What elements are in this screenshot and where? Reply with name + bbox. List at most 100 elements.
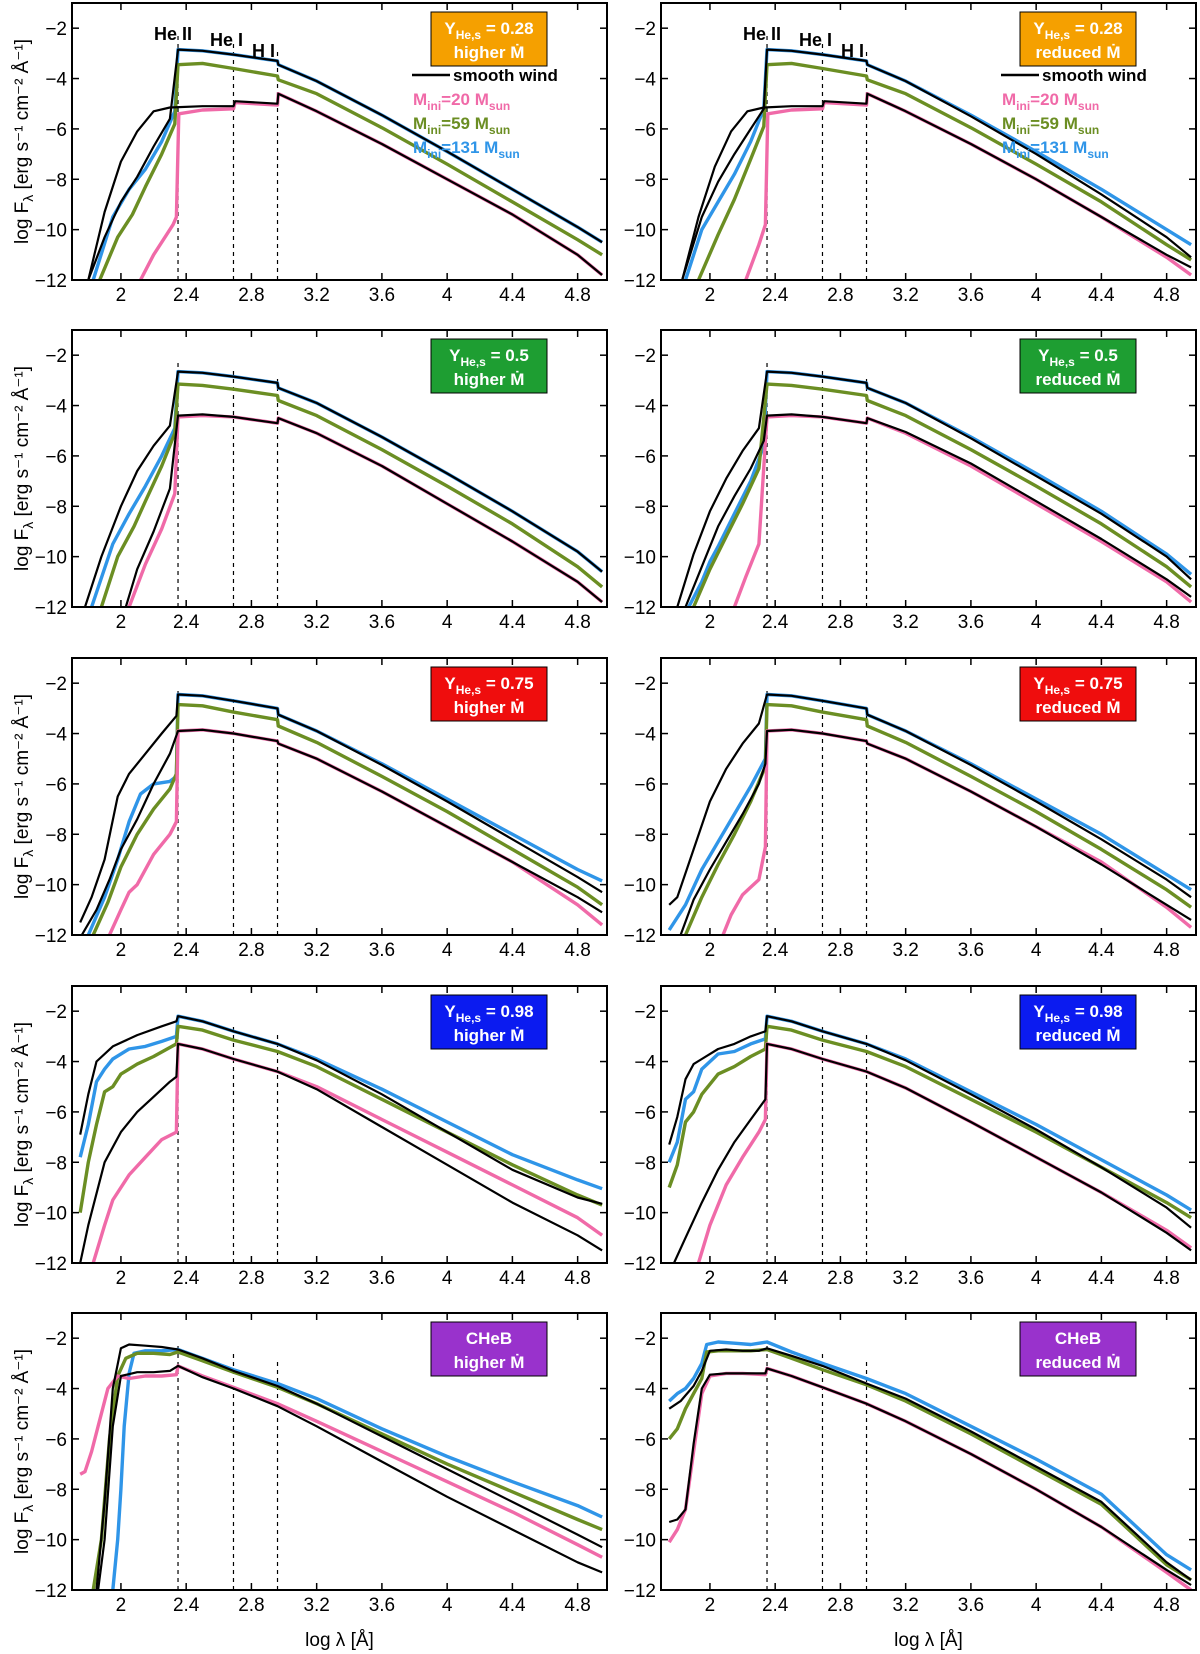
panel-tag-line2: reduced Ṁ xyxy=(1035,698,1120,717)
y-tick-label: −8 xyxy=(45,1480,67,1501)
panel-r1-c2: 2 2.4 2.8 3.2 3.6 4 4.4 4.8 −2 −4 −6 −8 −10 −12 YHe,s … xyxy=(624,2,1197,306)
series-line xyxy=(99,382,604,607)
x-tick-label: 2.4 xyxy=(173,1268,200,1289)
panel-tag-line1: YHe,s = 0.28 xyxy=(444,19,533,42)
x-tick-label: 3.2 xyxy=(892,612,918,633)
panel-tag-box xyxy=(1019,338,1137,394)
x-tick-label: 2.8 xyxy=(238,1595,264,1616)
legend-sub: sun xyxy=(1078,99,1099,113)
x-tick-label: 4.8 xyxy=(564,1595,590,1616)
series-line-smooth-wind xyxy=(79,693,603,923)
tag-value: = 0.98 xyxy=(1070,1002,1122,1021)
panel-tag-line2: reduced Ṁ xyxy=(1035,43,1120,62)
ylabel-main: log F xyxy=(12,1185,33,1227)
y-tick-label: −6 xyxy=(634,120,656,141)
series-line xyxy=(744,92,1193,280)
series-line xyxy=(89,369,604,607)
legend-base: M xyxy=(413,138,427,157)
x-tick-label: 4.4 xyxy=(499,1595,526,1616)
y-tick-label: −4 xyxy=(634,70,656,91)
y-tick-label: −6 xyxy=(45,120,67,141)
x-tick-label: 2 xyxy=(705,1268,716,1289)
tag-value: = 0.98 xyxy=(481,1002,533,1021)
y-tick-label: −12 xyxy=(35,1254,67,1275)
panel-tag-line2: reduced Ṁ xyxy=(1035,1353,1120,1372)
tag-value: = 0.75 xyxy=(481,674,533,693)
y-tick-label: −2 xyxy=(634,346,656,367)
series-line-smooth-wind xyxy=(681,48,1192,280)
y-tick-label: −2 xyxy=(45,1002,67,1023)
tag-label: Y xyxy=(444,674,456,693)
panel-tag-box xyxy=(430,338,548,394)
series-line-smooth-wind xyxy=(668,1015,1192,1229)
x-tick-label: 3.2 xyxy=(892,1268,918,1289)
series-line xyxy=(696,61,1192,280)
panel-tag-line1: CHeB xyxy=(466,1329,512,1348)
y-tick-label: −4 xyxy=(45,725,67,746)
y-tick-label: −12 xyxy=(624,1254,656,1275)
series-line xyxy=(721,728,1193,935)
x-tick-label: 4 xyxy=(1031,940,1042,961)
edge-label: H I xyxy=(252,41,275,61)
x-tick-label: 2 xyxy=(705,940,716,961)
x-tick-label: 2.8 xyxy=(238,1268,264,1289)
series-line-smooth-wind xyxy=(79,1015,603,1205)
y-tick-label: −4 xyxy=(634,397,656,418)
panel-tag-line1: YHe,s = 0.75 xyxy=(444,674,533,697)
legend-item: Mini=59 Msun xyxy=(413,114,510,137)
legend-sub: sun xyxy=(1087,147,1108,161)
panel-tag-box xyxy=(430,666,548,722)
x-tick-label: 4.4 xyxy=(499,1268,526,1289)
panel-tag-line1: YHe,s = 0.98 xyxy=(444,1002,533,1025)
x-tick-label: 2.8 xyxy=(827,940,853,961)
legend-item: Mini=131 Msun xyxy=(413,138,520,161)
y-tick-label: −8 xyxy=(45,1153,67,1174)
legend-base: M xyxy=(1002,90,1016,109)
y-tick-label: −4 xyxy=(45,1380,67,1401)
plot-frame xyxy=(71,2,608,281)
legend-sub: ini xyxy=(427,123,441,137)
ylabel-units: [erg s⁻¹ cm⁻² Å⁻¹] xyxy=(12,1349,33,1505)
tag-sub: He,s xyxy=(1045,1011,1071,1025)
legend-item: Mini=20 Msun xyxy=(1002,90,1099,113)
x-tick-label: 2 xyxy=(116,285,127,306)
y-tick-label: −2 xyxy=(634,674,656,695)
y-tick-label: −10 xyxy=(35,548,67,569)
legend-base: M xyxy=(413,114,427,133)
plot-frame xyxy=(71,985,608,1264)
x-tick-label: 4 xyxy=(442,940,453,961)
ylabel-main: log F xyxy=(12,1512,33,1554)
panel-tag-line2: higher Ṁ xyxy=(454,698,525,717)
y-tick-label: −10 xyxy=(624,1531,656,1552)
panel-tag-box xyxy=(1019,11,1137,67)
x-tick-label: 3.6 xyxy=(369,285,395,306)
edge-label: He II xyxy=(154,24,192,44)
panel-tag-line2: higher Ṁ xyxy=(454,370,525,389)
series-line-smooth-wind xyxy=(668,1347,1192,1581)
x-tick-label: 4 xyxy=(442,612,453,633)
legend-sub: ini xyxy=(1016,99,1030,113)
x-tick-label: 3.6 xyxy=(369,1268,395,1289)
legend-mid: =20 M xyxy=(441,90,489,109)
panel-r1-c1: 2 2.4 2.8 3.2 3.6 4 4.4 4.8 −2 −4 −6 −8 −10 −12 YHe,s … xyxy=(35,2,608,306)
x-tick-label: 2 xyxy=(116,1595,127,1616)
x-tick-label: 4.4 xyxy=(1088,1268,1115,1289)
plot-frame xyxy=(660,985,1197,1264)
x-tick-label: 2.4 xyxy=(173,940,200,961)
y-tick-label: −2 xyxy=(45,19,67,40)
panel-tag-box xyxy=(1019,666,1137,722)
panel-tag-box xyxy=(1019,994,1137,1050)
series-line-smooth-wind xyxy=(95,1343,603,1590)
series-line xyxy=(667,1024,1192,1220)
x-tick-label: 4.4 xyxy=(1088,612,1115,633)
x-tick-label: 2.4 xyxy=(762,1595,789,1616)
x-tick-label: 3.2 xyxy=(303,612,329,633)
plot-frame xyxy=(660,657,1197,936)
panel-tag-line2: higher Ṁ xyxy=(454,1026,525,1045)
ylabel-main: log F xyxy=(12,202,33,244)
x-tick-label: 2.8 xyxy=(827,1595,853,1616)
y-tick-label: −4 xyxy=(634,725,656,746)
panel-r2-c1: 2 2.4 2.8 3.2 3.6 4 4.4 4.8 −2 −4 −6 −8 −10 −12 YHe,s … xyxy=(35,329,608,633)
series-line-smooth-wind xyxy=(679,728,1192,935)
x-tick-label: 3.2 xyxy=(303,1268,329,1289)
